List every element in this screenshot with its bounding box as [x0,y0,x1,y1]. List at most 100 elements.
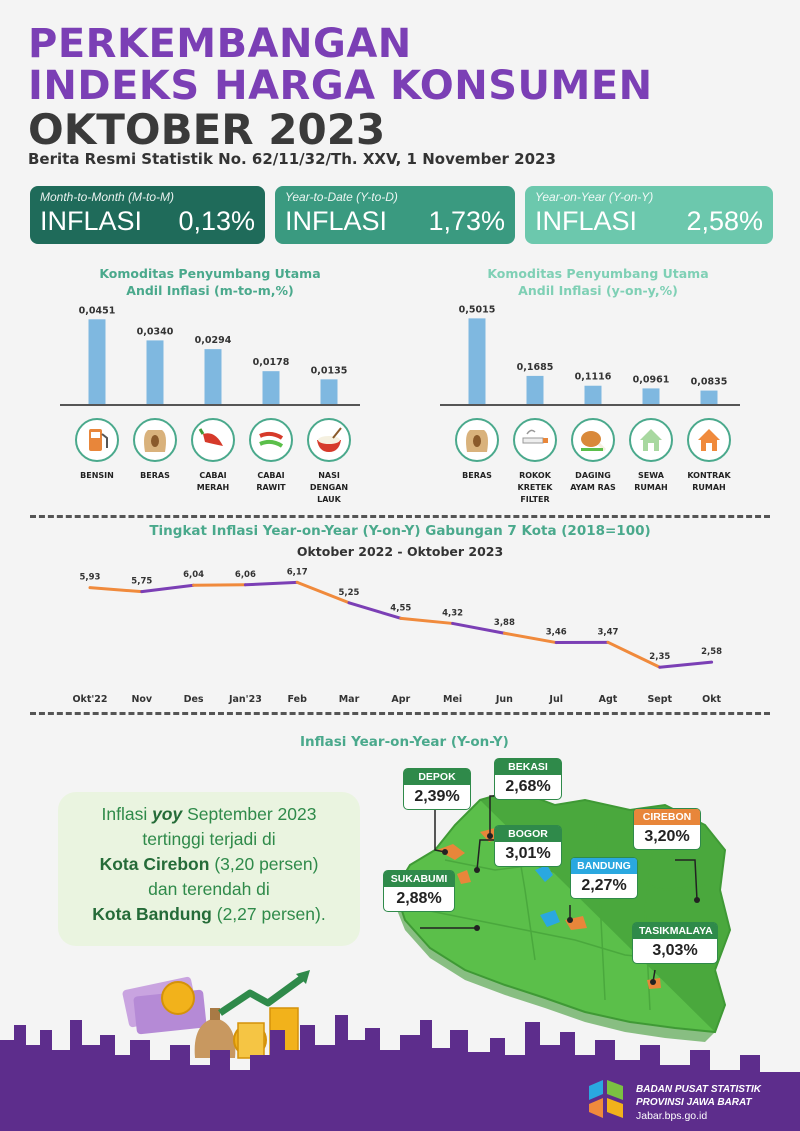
bar-2 [584,385,602,405]
x-tick-label: Sept [647,694,672,705]
card-ytd: Year-to-Date (Y-to-D) INFLASI 1,73% [275,186,515,244]
note-city-low: Kota Bandung [92,904,212,924]
city-highlight-sukabumi [457,870,471,884]
logo-part [607,1080,623,1100]
house-rent-icon [640,429,662,451]
bar-right-title-line2: Andil Inflasi (y-on-y,%) [518,283,678,298]
cigarette-icon [522,429,548,444]
x-tick-label: Mei [443,694,462,705]
title-line-1: PERKEMBANGAN [28,21,412,67]
money-growth-icon [122,970,310,1059]
note-text: tertinggi terjadi di [142,829,276,849]
line-segment [347,601,403,620]
line-segment [295,580,351,605]
city-value: 3,03% [652,942,698,959]
x-tick-label: Okt'22 [72,694,107,705]
city-box-cirebon: CIREBON 3,20% [633,808,701,850]
city-value: 2,27% [581,877,627,894]
card-caption: Year-on-Year (Y-on-Y) [535,190,654,204]
pointer-dot [567,917,573,923]
map-shadow [395,790,730,1042]
city-name: DEPOK [404,769,470,785]
bar-category-label: RUMAH [634,483,668,492]
growth-arrow-line [218,973,308,1016]
point-value-label: 6,04 [183,570,204,580]
card-caption: Month-to-Month (M-to-M) [40,190,175,204]
bps-org-line2: PROVINSI JAWA BARAT [636,1097,752,1108]
bar-category-label: DENGAN [310,483,348,492]
bar-1 [146,340,164,405]
chicken-meat-icon [581,431,607,452]
city-box-tasikmalaya: TASIKMALAYA 3,03% [632,922,718,964]
point-value-label: 3,47 [598,627,619,637]
line-segment [451,621,506,635]
card-label: INFLASI [535,206,638,236]
point-value-label: 2,58 [701,647,722,657]
bar-category-label: RAWIT [256,483,286,492]
bar-1 [526,375,544,405]
city-name: SUKABUMI [384,871,454,887]
point-value-label: 4,55 [390,603,411,613]
bar-category-label: ROKOK [519,471,552,480]
bar-chart-mtm: 0,0451 BENSIN 0,0340 BERAS 0,0294 CABAI MERAH 0… [60,305,360,504]
city-box-bandung: BANDUNG 2,27% [570,857,638,899]
bar-left-title-line2: Andil Inflasi (m-to-m,%) [126,283,294,298]
city-box-sukabumi: SUKABUMI 2,88% [383,870,455,912]
money-bag-shape [194,1018,236,1058]
x-tick-label: Jun [495,694,513,705]
bar-category-label: MERAH [197,483,229,492]
card-label: INFLASI [285,206,388,236]
x-tick-label: Mar [339,694,360,705]
bar-category-label: DAGING [575,471,611,480]
city-box-bekasi: BEKASI 2,68% [494,758,562,800]
city-value: 2,68% [505,778,551,795]
point-value-label: 3,88 [494,618,515,628]
city-value: 3,01% [505,845,551,862]
bps-org-line1: BADAN PUSAT STATISTIK [636,1084,761,1095]
x-tick-label: Nov [131,694,152,705]
bar-category-label: LAUK [317,495,342,504]
card-value: 0,13% [178,206,255,236]
bps-org-name: BADAN PUSAT STATISTIK PROVINSI JAWA BARA… [636,1083,761,1109]
red-chili-icon [198,428,223,446]
point-value-label: 2,35 [649,652,670,662]
bar-left-title: Komoditas Penyumbang Utama Andil Inflasi… [60,265,360,299]
line-segment [606,640,662,669]
bps-url: Jabar.bps.go.id [636,1110,708,1122]
pointer-dot [474,925,480,931]
bar-value-label: 0,1116 [575,372,612,383]
bar-left-title-line1: Komoditas Penyumbang Utama [99,266,321,281]
point-value-label: 6,06 [235,570,256,580]
bar-chart-yoy: 0,5015 BERAS 0,1685 ROKOK KRETEK FILTER 0,1116… [440,304,740,504]
divider [30,712,770,715]
logo-part [589,1098,603,1118]
bar-value-label: 0,0340 [137,326,174,337]
bar-value-label: 0,0135 [311,365,348,376]
fuel-pump-icon [89,429,108,451]
note-city-high: Kota Cirebon [99,854,210,874]
point-value-label: 6,17 [287,567,308,577]
city-value: 3,20% [644,828,690,845]
note-value-high: (3,20 persen) [209,854,319,874]
pointer-dot [474,867,480,873]
city-name: CIREBON [634,809,700,825]
bar-0 [468,318,486,405]
note-text: Inflasi [101,804,153,824]
reservoir-shape [535,865,560,927]
bar-category-label: KONTRAK [687,471,731,480]
point-value-label: 3,46 [546,628,567,638]
line-segment [88,586,144,594]
bar-4 [320,379,338,405]
line-chart-title: Tingkat Inflasi Year-on-Year (Y-on-Y) Ga… [149,523,651,539]
pointer-line [476,839,495,871]
city-value: 2,88% [396,890,442,907]
point-value-label: 5,75 [131,577,152,587]
bar-category-label: FILTER [520,495,549,504]
coin-shape [161,981,195,1015]
line-segment [243,580,299,587]
line-segment [658,660,714,669]
line-chart-period: Oktober 2022 - Oktober 2023 [296,544,504,559]
bar-category-label: RUMAH [692,483,726,492]
card-value: 2,58% [686,206,763,236]
bar-value-label: 0,0961 [633,374,670,385]
